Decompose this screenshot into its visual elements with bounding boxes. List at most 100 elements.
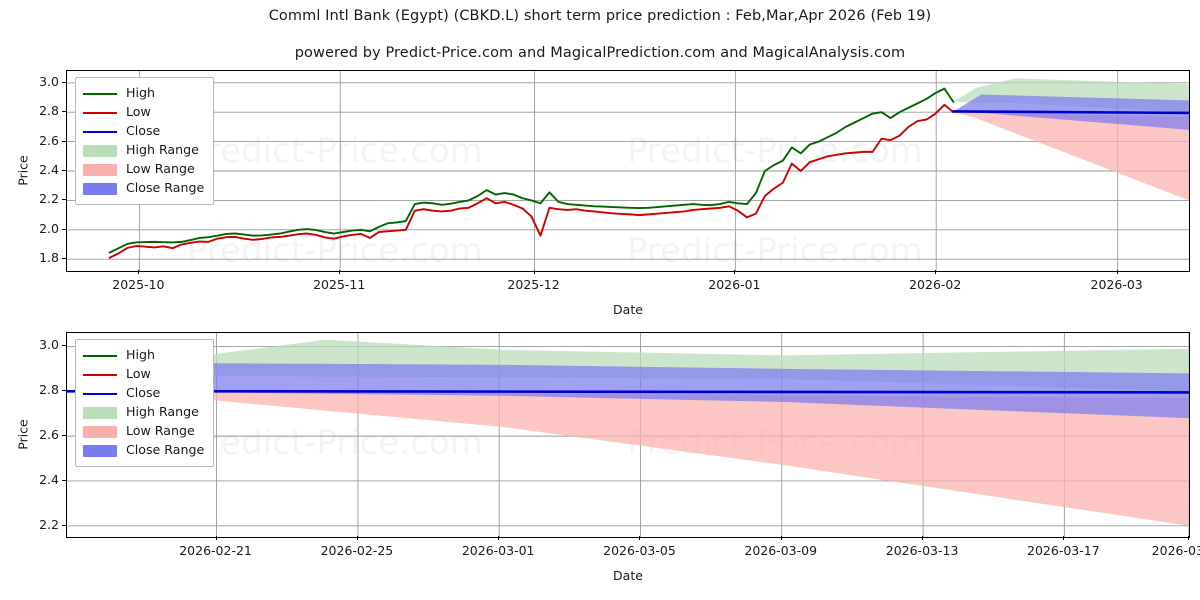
y-tick-mark — [62, 111, 66, 113]
y-tick-mark — [62, 258, 66, 260]
y-tick-label: 2.4 — [39, 471, 59, 487]
x-tick-label: 2026-02-25 — [320, 543, 394, 558]
band-low-range — [953, 112, 1189, 201]
y-tick-label: 2.8 — [39, 382, 59, 398]
x-tick-mark — [1116, 270, 1118, 274]
y-tick-label: 2.0 — [39, 220, 59, 236]
x-tick-mark — [498, 536, 500, 540]
series-line-low — [108, 103, 955, 259]
legend-swatch-close-range-icon — [83, 444, 117, 457]
x-tick-label: 2026-03-05 — [603, 543, 676, 558]
x-tick-mark — [533, 270, 535, 274]
x-tick-label: 2025-10 — [112, 277, 165, 292]
legend-label: High — [126, 85, 155, 101]
legend-swatch-close-icon — [83, 388, 117, 400]
legend-swatch-low-icon — [83, 369, 117, 381]
series-line-close — [67, 389, 1189, 394]
y-tick-mark — [62, 345, 66, 347]
y-tick-label: 2.2 — [39, 516, 59, 532]
page-subtitle: powered by Predict-Price.com and Magical… — [294, 45, 906, 61]
x-tick-label: 2026-02-21 — [179, 543, 252, 558]
y-tick-mark — [62, 140, 66, 142]
x-axis-label-forecast: Date — [613, 568, 643, 583]
plot-canvas — [67, 71, 1189, 271]
legend-label: High Range — [126, 404, 199, 420]
legend-label: High Range — [126, 142, 199, 158]
legend-swatch-high-range-icon — [83, 406, 117, 419]
legend-label: Close Range — [126, 442, 205, 458]
band-low-range — [67, 391, 1189, 526]
legend-swatch-low-range-icon — [83, 163, 117, 176]
legend-label: Low — [126, 366, 151, 382]
x-tick-mark — [356, 536, 358, 540]
x-tick-mark — [780, 536, 782, 540]
y-tick-mark — [62, 435, 66, 437]
legend-label: Close — [126, 123, 161, 139]
x-tick-label: 2026-03-21 — [1151, 543, 1200, 558]
legend-swatch-high-icon — [83, 350, 117, 362]
chart-legend[interactable]: High Low Close High Range Low Range Close Ran… — [75, 339, 215, 467]
legend-item: High — [83, 84, 204, 103]
x-tick-mark — [935, 270, 937, 274]
x-tick-label: 2026-03-01 — [461, 543, 535, 558]
legend-label: Low Range — [126, 423, 195, 439]
x-tick-label: 2025-12 — [507, 277, 560, 292]
x-tick-mark — [339, 270, 341, 274]
y-tick-label: 2.4 — [39, 162, 59, 177]
x-tick-mark — [1188, 536, 1189, 540]
y-tick-mark — [62, 479, 66, 481]
legend-label: Close — [126, 385, 161, 401]
x-tick-label: 2026-03 — [1090, 277, 1143, 292]
x-tick-mark — [639, 536, 641, 540]
y-tick-label: 2.6 — [39, 132, 59, 148]
legend-swatch-close-icon — [83, 126, 117, 138]
legend-item: Low — [83, 365, 204, 384]
plot-canvas — [67, 333, 1189, 537]
x-tick-mark — [734, 270, 736, 274]
series-line-high — [108, 87, 955, 254]
y-tick-label: 2.8 — [39, 103, 59, 119]
x-tick-mark — [138, 270, 140, 274]
legend-label: Low Range — [126, 161, 195, 177]
legend-label: Low — [126, 104, 151, 120]
legend-label: Close Range — [126, 180, 205, 196]
x-tick-mark — [1063, 536, 1065, 540]
y-tick-label: 1.8 — [39, 250, 59, 266]
y-tick-mark — [62, 199, 66, 201]
legend-item: Close — [83, 122, 204, 141]
legend-item: High Range — [83, 141, 204, 160]
x-tick-label: 2026-03-13 — [885, 543, 959, 558]
legend-swatch-high-icon — [83, 88, 117, 100]
x-tick-label: 2025-11 — [313, 277, 366, 292]
x-tick-label: 2026-03-17 — [1027, 543, 1100, 558]
legend-swatch-low-icon — [83, 107, 117, 119]
legend-item: Close Range — [83, 441, 204, 460]
x-tick-mark — [922, 536, 924, 540]
legend-item: Close — [83, 384, 204, 403]
x-tick-mark — [215, 536, 217, 540]
y-tick-mark — [62, 81, 66, 83]
x-tick-label: 2026-03-09 — [744, 543, 818, 558]
y-tick-mark — [62, 390, 66, 392]
y-tick-label: 2.2 — [39, 191, 59, 207]
y-tick-mark — [62, 170, 66, 171]
x-tick-label: 2026-02 — [909, 277, 962, 292]
legend-item: High Range — [83, 403, 204, 422]
y-tick-label: 3.0 — [39, 337, 59, 353]
series-line-close — [952, 110, 1189, 115]
x-axis-label-overview: Date — [613, 302, 643, 317]
y-tick-mark — [62, 228, 66, 230]
y-tick-mark — [62, 524, 66, 526]
legend-item: Close Range — [83, 179, 204, 198]
legend-swatch-low-range-icon — [83, 425, 117, 438]
chart-overview: Predict-Price.comPredict-Price.comPredic… — [66, 70, 1190, 272]
chart-legend[interactable]: High Low Close High Range Low Range Close Ran… — [75, 77, 215, 205]
chart-forecast-detail: Predict-Price.comPredict-Price.comHighLo… — [66, 332, 1190, 538]
legend-item: High — [83, 346, 204, 365]
legend-swatch-close-range-icon — [83, 182, 117, 195]
legend-item: Low Range — [83, 422, 204, 441]
legend-item: Low Range — [83, 160, 204, 179]
legend-label: High — [126, 347, 155, 363]
legend-item: Low — [83, 103, 204, 122]
